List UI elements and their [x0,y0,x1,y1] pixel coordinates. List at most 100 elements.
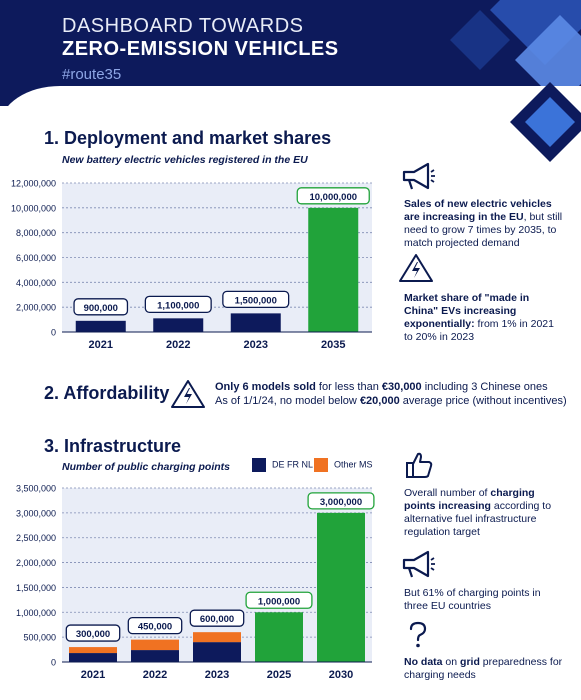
x-tick-label: 2023 [244,339,268,351]
y-tick-label: 12,000,000 [11,179,56,189]
ev-registrations-chart: 0 2,000,000 4,000,000 6,000,000 8,000,000 10,… [11,179,372,351]
bar-segment [131,650,179,662]
section3-subtitle: Number of public charging points [62,461,230,473]
data-label-box [144,295,212,313]
affordability-line2-pre: As of 1/1/24, no model below [215,395,360,407]
section1-note1-rest: , but still need to grow 7 times by 2035… [404,211,563,249]
x-tick-label: 2022 [143,669,167,681]
question-mark-icon [409,621,427,648]
section1-subtitle: New battery electric vehicles registered… [62,154,308,166]
corner-diamond [510,82,581,162]
megaphone-icon [402,550,435,578]
decorative-diamonds [450,0,581,105]
section3-note3-mid: on [442,656,461,668]
x-tick-label: 2021 [81,669,105,681]
x-tick-label: 2022 [166,339,190,351]
y-tick-label: 2,000,000 [16,558,56,568]
y-tick-label: 0 [51,658,56,668]
section3-note3-bold: No data [404,656,443,668]
data-label: 300,000 [76,629,110,640]
bar-segment [317,512,365,662]
legend-de-fr-nl: DE FR NL [252,458,313,472]
affordability-line1-mid: for less than [315,381,382,393]
section1-note1: Sales of new electric vehicles are incre… [404,198,564,250]
data-label: 1,100,000 [157,300,199,311]
x-tick-label: 2035 [321,339,345,351]
bar [230,313,281,332]
affordability-line1-price: €30,000 [381,381,422,393]
y-tick-label: 1,500,000 [16,583,56,593]
affordability-line1: Only 6 models sold for less than €30,000… [215,380,567,394]
lightning-warning-icon [171,380,205,408]
bar [308,207,359,332]
section1-note2: Market share of "made in China" EVs incr… [404,292,564,344]
legend-de-fr-nl-label: DE FR NL [272,459,314,470]
affordability-line1-post: including 3 Chinese ones [421,381,548,393]
y-tick-label: 2,500,000 [16,533,56,543]
section3-note3: No data on grid preparedness for chargin… [404,656,574,682]
x-tick-label: 2023 [205,669,229,681]
affordability-line1-pre: Only 6 models sold [215,381,316,393]
data-label-box [222,290,290,309]
data-label-box [245,591,313,609]
data-label: 1,500,000 [235,295,277,306]
data-label: 10,000,000 [309,192,357,203]
y-tick-label: 0 [51,328,56,338]
thumbs-up-icon [406,452,433,478]
bar-segment [193,632,241,643]
x-tick-label: 2025 [267,669,291,681]
y-tick-label: 2,000,000 [16,303,56,313]
section3-note1-pre: Overall number of [404,487,491,499]
bar-segment [193,642,241,662]
data-label-box [189,609,245,627]
data-label-box [307,492,375,510]
legend-swatch-orange [314,458,328,472]
affordability-line2-price: €20,000 [359,395,400,407]
x-tick-label: 2021 [89,339,113,351]
data-label-box [73,298,129,316]
section3-note3-bold2: grid [460,656,480,668]
data-label-box [127,616,183,635]
data-label-box [296,187,370,205]
data-label: 900,000 [84,303,118,314]
warning-lightning-icon [399,254,433,282]
legend-other-ms: Other MS [314,458,373,472]
section2-title: 2. Affordability [44,383,170,403]
data-label: 3,000,000 [320,497,362,508]
data-label: 600,000 [200,614,234,625]
bar-segment [69,653,117,662]
bar [153,318,204,332]
section1-note2-bold: Market share of "made in China" EVs incr… [404,292,530,330]
bar [75,320,126,332]
section3-title: 3. Infrastructure [44,436,182,456]
y-tick-label: 500,000 [23,633,56,643]
legend-other-ms-label: Other MS [334,459,373,470]
bar-segment [69,647,117,654]
data-label: 1,000,000 [258,596,300,607]
bar-segment [255,612,303,662]
affordability-text: Only 6 models sold for less than €30,000… [215,380,567,408]
section3-note1-bold: charging points increasing [404,487,535,512]
y-tick-label: 8,000,000 [16,228,56,238]
data-label-box [65,624,121,642]
data-label: 450,000 [138,622,172,633]
header-title-line2: ZERO-EMISSION VEHICLES [62,38,339,60]
y-tick-label: 3,500,000 [16,484,56,494]
section3-note3-rest: preparedness for charging needs [404,656,563,681]
header-title-line1: DASHBOARD TOWARDS [62,15,304,37]
section3-note1: Overall number of charging points increa… [404,487,564,539]
header-hashtag: #route35 [62,66,122,83]
y-tick-label: 4,000,000 [16,278,56,288]
x-tick-label: 2030 [329,669,353,681]
megaphone-icon [402,162,435,190]
header-curve [0,86,581,146]
legend-swatch-navy [252,458,266,472]
affordability-line2: As of 1/1/24, no model below €20,000 ave… [215,394,567,408]
section3-note2: But 61% of charging points in three EU c… [404,587,541,612]
affordability-line2-post: average price (without incentives) [399,395,567,407]
charging-points-chart: 0 500,000 1,000,000 1,500,000 2,000,000 2,500… [16,484,375,681]
y-tick-label: 3,000,000 [16,508,56,518]
y-tick-label: 10,000,000 [11,203,56,213]
bar-segment [131,639,179,651]
y-tick-label: 1,000,000 [16,608,56,618]
